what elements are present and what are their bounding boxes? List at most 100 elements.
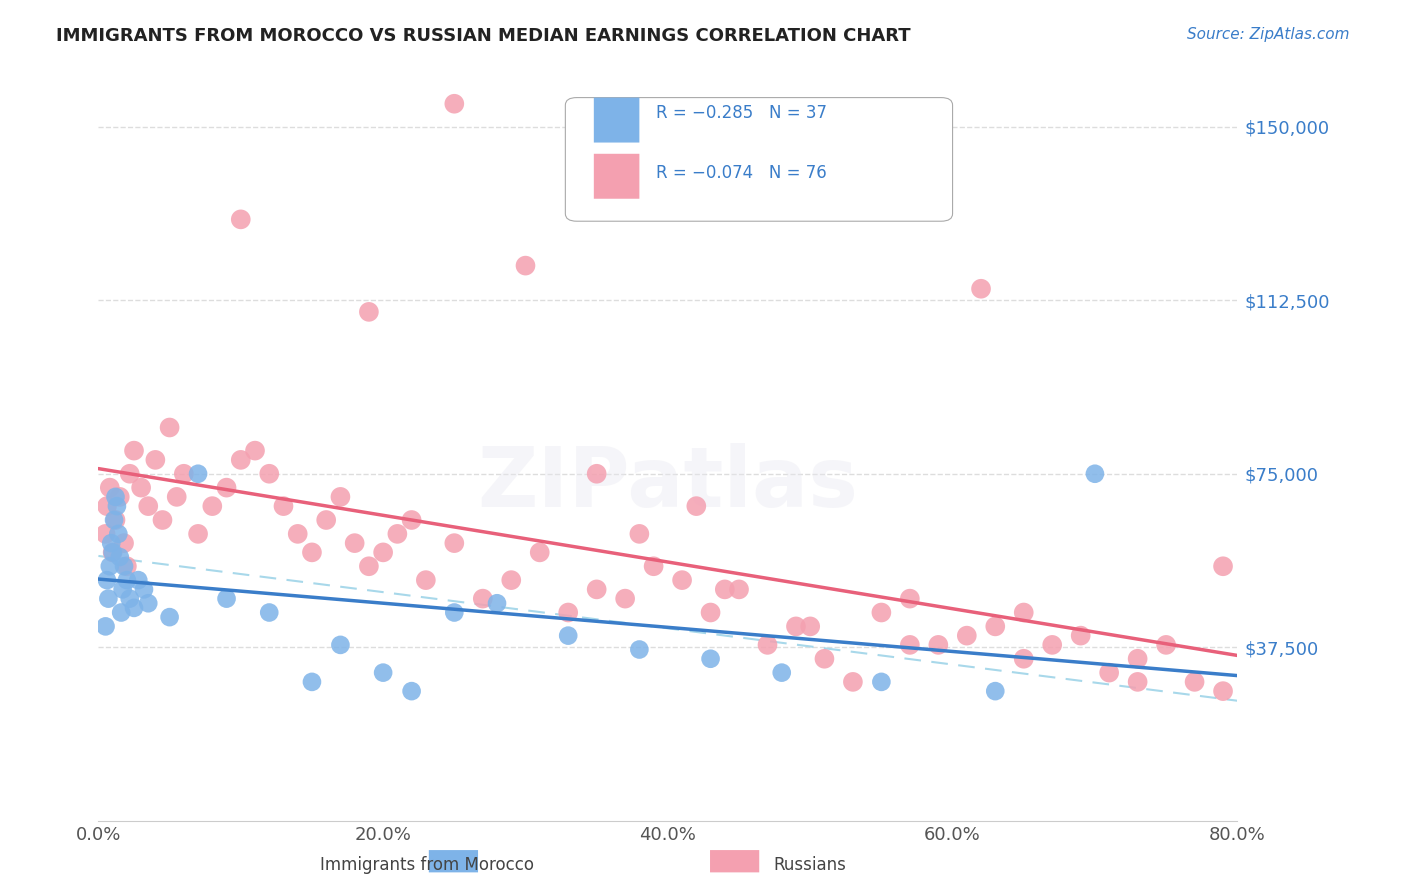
Point [101,545,124,559]
Point [585,467,607,481]
Point [628,642,651,657]
Text: ZIPatlas: ZIPatlas [478,443,858,524]
Point [1098,665,1121,680]
Point [96,573,118,587]
Point [259,467,281,481]
Point [166,490,188,504]
Point [108,549,131,564]
Point [201,499,224,513]
Point [215,481,238,495]
Text: Immigrants from Morocco: Immigrants from Morocco [321,856,534,874]
Point [111,582,134,597]
Point [1070,629,1092,643]
Point [415,573,437,587]
Point [770,665,793,680]
Point [273,499,295,513]
Point [529,545,551,559]
Point [756,638,779,652]
Point [1184,674,1206,689]
Point [643,559,665,574]
Point [104,490,127,504]
Point [215,591,238,606]
Point [898,591,921,606]
Point [129,481,152,495]
Point [287,527,309,541]
Point [970,282,993,296]
Point [557,629,579,643]
Point [443,606,465,620]
FancyBboxPatch shape [710,850,759,872]
Point [401,684,423,698]
Point [628,527,651,541]
Point [343,536,366,550]
Text: Source: ZipAtlas.com: Source: ZipAtlas.com [1187,27,1350,42]
Point [785,619,807,633]
Point [98,559,121,574]
Point [173,467,195,481]
Text: Russians: Russians [773,856,846,874]
Point [1126,652,1149,666]
Point [107,527,129,541]
Point [329,490,352,504]
Point [357,305,380,319]
Point [1212,684,1234,698]
Point [103,513,125,527]
Point [145,453,167,467]
Point [501,573,523,587]
Point [515,259,537,273]
Point [108,490,131,504]
Point [118,591,141,606]
Point [315,513,337,527]
Point [98,481,121,495]
Point [585,582,607,597]
Point [699,652,721,666]
Point [97,591,120,606]
Point [187,527,209,541]
Point [136,499,159,513]
Point [685,499,707,513]
Text: R = −0.285   N = 37: R = −0.285 N = 37 [657,103,828,121]
Point [94,527,117,541]
Point [115,559,138,574]
Point [187,467,209,481]
Point [127,573,149,587]
Point [122,600,145,615]
Point [956,629,979,643]
FancyBboxPatch shape [593,97,640,143]
Point [714,582,737,597]
Point [94,619,117,633]
Point [1126,674,1149,689]
Point [1084,467,1107,481]
Point [132,582,155,597]
Point [136,596,159,610]
Point [112,559,135,574]
Point [401,513,423,527]
Point [100,536,122,550]
Point [557,606,579,620]
Point [799,619,821,633]
Point [1212,559,1234,574]
Point [159,610,181,624]
FancyBboxPatch shape [429,850,478,872]
Point [699,606,721,620]
Point [159,420,181,434]
Point [842,674,865,689]
Point [357,559,380,574]
Point [112,536,135,550]
Point [870,674,893,689]
Point [1012,652,1035,666]
Point [301,545,323,559]
Point [614,591,637,606]
Point [301,674,323,689]
Point [443,96,465,111]
Point [443,536,465,550]
Point [371,545,394,559]
Point [1012,606,1035,620]
Point [1040,638,1063,652]
Point [259,606,281,620]
FancyBboxPatch shape [565,97,953,221]
Point [152,513,174,527]
Text: R = −0.074   N = 76: R = −0.074 N = 76 [657,163,827,181]
Point [927,638,949,652]
Point [96,499,118,513]
